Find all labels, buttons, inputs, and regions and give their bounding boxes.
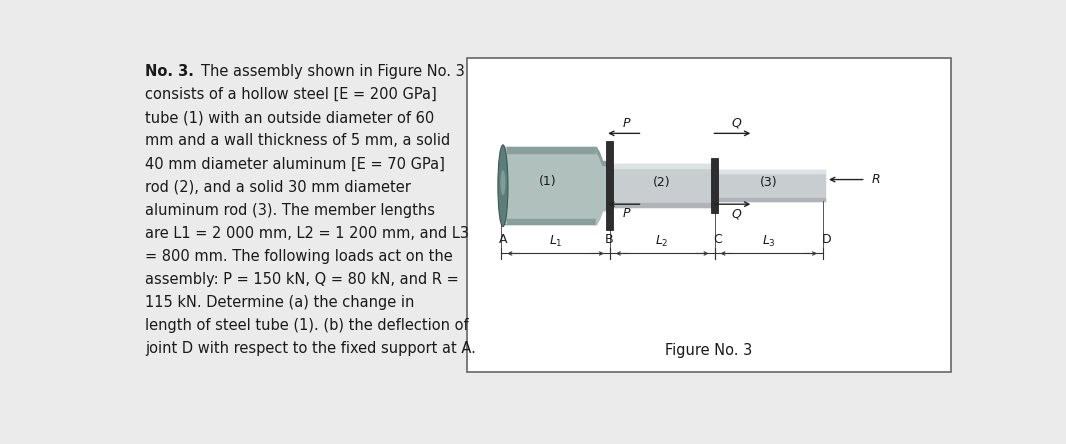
Text: $P$: $P$ [623,117,632,130]
Text: tube (1) with an outside diameter of 60: tube (1) with an outside diameter of 60 [145,110,434,125]
Text: $Q$: $Q$ [730,116,742,130]
Text: joint D with respect to the fixed support at A.: joint D with respect to the fixed suppor… [145,341,475,356]
Text: The assembly shown in Figure No. 3: The assembly shown in Figure No. 3 [200,64,465,79]
Text: rod (2), and a solid 30 mm diameter: rod (2), and a solid 30 mm diameter [145,179,410,194]
Text: $L_3$: $L_3$ [762,234,776,249]
Text: No. 3.: No. 3. [145,64,194,79]
Text: B: B [604,234,613,246]
Ellipse shape [498,145,508,226]
Bar [605,141,613,230]
Text: (2): (2) [653,176,671,189]
Text: Figure No. 3: Figure No. 3 [665,343,753,358]
Text: $L_2$: $L_2$ [656,234,669,249]
Text: 115 kN. Determine (a) the change in: 115 kN. Determine (a) the change in [145,295,415,310]
Text: aluminum rod (3). The member lengths: aluminum rod (3). The member lengths [145,202,435,218]
Text: C: C [713,234,722,246]
Bar [503,147,506,224]
Text: mm and a wall thickness of 5 mm, a solid: mm and a wall thickness of 5 mm, a solid [145,133,450,148]
Text: $R$: $R$ [871,173,881,186]
Text: (1): (1) [539,174,556,188]
Text: D: D [822,234,831,246]
Text: A: A [499,234,507,246]
Bar [467,58,951,372]
Text: $Q$: $Q$ [730,207,742,221]
Text: $L_1$: $L_1$ [549,234,563,249]
Text: are L1 = 2 000 mm, L2 = 1 200 mm, and L3: are L1 = 2 000 mm, L2 = 1 200 mm, and L3 [145,226,469,241]
Text: length of steel tube (1). (b) the deflection of: length of steel tube (1). (b) the deflec… [145,318,468,333]
Text: 40 mm diameter aluminum [E = 70 GPa]: 40 mm diameter aluminum [E = 70 GPa] [145,156,445,171]
Ellipse shape [500,170,505,195]
Text: $P$: $P$ [623,207,632,220]
Text: consists of a hollow steel [E = 200 GPa]: consists of a hollow steel [E = 200 GPa] [145,87,437,102]
Text: assembly: P = 150 kN, Q = 80 kN, and R =: assembly: P = 150 kN, Q = 80 kN, and R = [145,272,458,287]
Text: = 800 mm. The following loads act on the: = 800 mm. The following loads act on the [145,249,453,264]
Bar [711,158,717,214]
Text: (3): (3) [760,176,777,189]
